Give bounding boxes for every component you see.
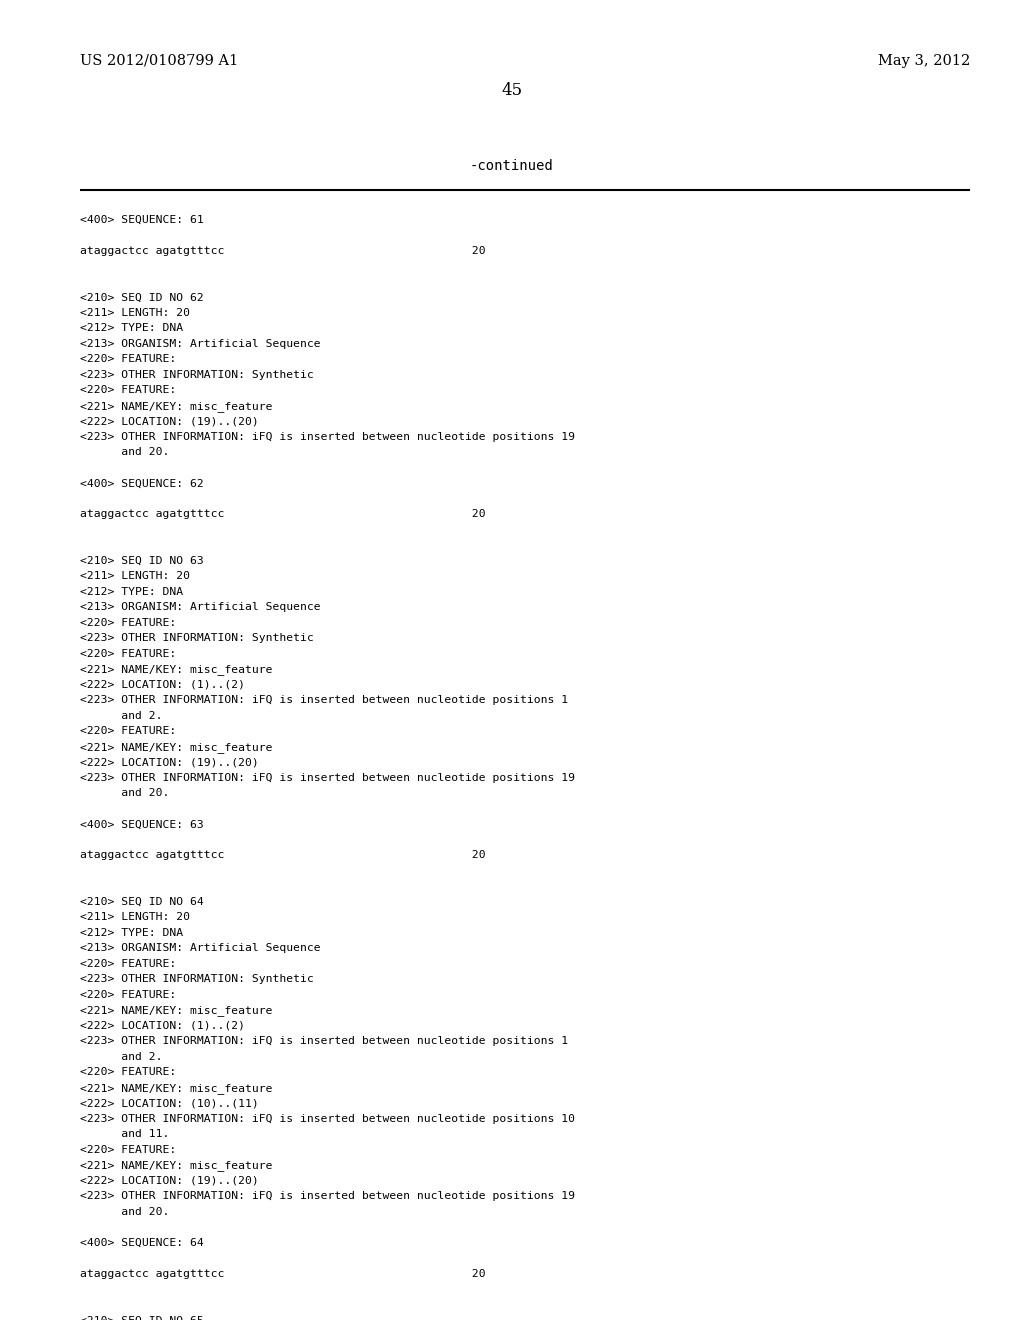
Text: <221> NAME/KEY: misc_feature: <221> NAME/KEY: misc_feature — [80, 1160, 272, 1171]
Text: <212> TYPE: DNA: <212> TYPE: DNA — [80, 323, 183, 334]
Text: <220> FEATURE:: <220> FEATURE: — [80, 1144, 176, 1155]
Text: and 20.: and 20. — [80, 1206, 169, 1217]
Text: <223> OTHER INFORMATION: Synthetic: <223> OTHER INFORMATION: Synthetic — [80, 974, 313, 985]
Text: <400> SEQUENCE: 64: <400> SEQUENCE: 64 — [80, 1238, 204, 1247]
Text: <222> LOCATION: (19)..(20): <222> LOCATION: (19)..(20) — [80, 1176, 259, 1185]
Text: <222> LOCATION: (1)..(2): <222> LOCATION: (1)..(2) — [80, 680, 245, 690]
Text: <212> TYPE: DNA: <212> TYPE: DNA — [80, 928, 183, 939]
Text: ataggactcc agatgtttcc                                    20: ataggactcc agatgtttcc 20 — [80, 246, 485, 256]
Text: <213> ORGANISM: Artificial Sequence: <213> ORGANISM: Artificial Sequence — [80, 944, 321, 953]
Text: US 2012/0108799 A1: US 2012/0108799 A1 — [80, 54, 239, 69]
Text: 45: 45 — [502, 82, 522, 99]
Text: <223> OTHER INFORMATION: iFQ is inserted between nucleotide positions 19: <223> OTHER INFORMATION: iFQ is inserted… — [80, 1192, 575, 1201]
Text: <211> LENGTH: 20: <211> LENGTH: 20 — [80, 308, 190, 318]
Text: <220> FEATURE:: <220> FEATURE: — [80, 726, 176, 737]
Text: <222> LOCATION: (10)..(11): <222> LOCATION: (10)..(11) — [80, 1098, 259, 1109]
Text: <221> NAME/KEY: misc_feature: <221> NAME/KEY: misc_feature — [80, 1082, 272, 1094]
Text: <221> NAME/KEY: misc_feature: <221> NAME/KEY: misc_feature — [80, 401, 272, 412]
Text: <400> SEQUENCE: 63: <400> SEQUENCE: 63 — [80, 820, 204, 829]
Text: <400> SEQUENCE: 61: <400> SEQUENCE: 61 — [80, 215, 204, 224]
Text: <211> LENGTH: 20: <211> LENGTH: 20 — [80, 572, 190, 582]
Text: and 11.: and 11. — [80, 1130, 169, 1139]
Text: <223> OTHER INFORMATION: iFQ is inserted between nucleotide positions 19: <223> OTHER INFORMATION: iFQ is inserted… — [80, 774, 575, 783]
Text: <220> FEATURE:: <220> FEATURE: — [80, 1068, 176, 1077]
Text: <220> FEATURE:: <220> FEATURE: — [80, 355, 176, 364]
Text: -continued: -continued — [470, 158, 554, 173]
Text: <220> FEATURE:: <220> FEATURE: — [80, 990, 176, 1001]
Text: <220> FEATURE:: <220> FEATURE: — [80, 618, 176, 628]
Text: <213> ORGANISM: Artificial Sequence: <213> ORGANISM: Artificial Sequence — [80, 339, 321, 348]
Text: <223> OTHER INFORMATION: iFQ is inserted between nucleotide positions 1: <223> OTHER INFORMATION: iFQ is inserted… — [80, 1036, 568, 1047]
Text: <210> SEQ ID NO 63: <210> SEQ ID NO 63 — [80, 556, 204, 566]
Text: and 20.: and 20. — [80, 447, 169, 458]
Text: <210> SEQ ID NO 65: <210> SEQ ID NO 65 — [80, 1316, 204, 1320]
Text: <223> OTHER INFORMATION: iFQ is inserted between nucleotide positions 10: <223> OTHER INFORMATION: iFQ is inserted… — [80, 1114, 575, 1125]
Text: and 2.: and 2. — [80, 711, 163, 721]
Text: and 20.: and 20. — [80, 788, 169, 799]
Text: <400> SEQUENCE: 62: <400> SEQUENCE: 62 — [80, 478, 204, 488]
Text: <221> NAME/KEY: misc_feature: <221> NAME/KEY: misc_feature — [80, 742, 272, 752]
Text: <223> OTHER INFORMATION: Synthetic: <223> OTHER INFORMATION: Synthetic — [80, 370, 313, 380]
Text: <221> NAME/KEY: misc_feature: <221> NAME/KEY: misc_feature — [80, 1006, 272, 1016]
Text: <210> SEQ ID NO 62: <210> SEQ ID NO 62 — [80, 293, 204, 302]
Text: <212> TYPE: DNA: <212> TYPE: DNA — [80, 587, 183, 597]
Text: ataggactcc agatgtttcc                                    20: ataggactcc agatgtttcc 20 — [80, 1269, 485, 1279]
Text: <223> OTHER INFORMATION: Synthetic: <223> OTHER INFORMATION: Synthetic — [80, 634, 313, 643]
Text: <213> ORGANISM: Artificial Sequence: <213> ORGANISM: Artificial Sequence — [80, 602, 321, 612]
Text: ataggactcc agatgtttcc                                    20: ataggactcc agatgtttcc 20 — [80, 850, 485, 861]
Text: <222> LOCATION: (19)..(20): <222> LOCATION: (19)..(20) — [80, 758, 259, 767]
Text: <223> OTHER INFORMATION: iFQ is inserted between nucleotide positions 19: <223> OTHER INFORMATION: iFQ is inserted… — [80, 432, 575, 442]
Text: <221> NAME/KEY: misc_feature: <221> NAME/KEY: misc_feature — [80, 664, 272, 676]
Text: <220> FEATURE:: <220> FEATURE: — [80, 649, 176, 659]
Text: May 3, 2012: May 3, 2012 — [878, 54, 970, 69]
Text: <223> OTHER INFORMATION: iFQ is inserted between nucleotide positions 1: <223> OTHER INFORMATION: iFQ is inserted… — [80, 696, 568, 705]
Text: and 2.: and 2. — [80, 1052, 163, 1063]
Text: ataggactcc agatgtttcc                                    20: ataggactcc agatgtttcc 20 — [80, 510, 485, 520]
Text: <222> LOCATION: (1)..(2): <222> LOCATION: (1)..(2) — [80, 1020, 245, 1031]
Text: <222> LOCATION: (19)..(20): <222> LOCATION: (19)..(20) — [80, 417, 259, 426]
Text: <210> SEQ ID NO 64: <210> SEQ ID NO 64 — [80, 898, 204, 907]
Text: <220> FEATURE:: <220> FEATURE: — [80, 385, 176, 396]
Text: <220> FEATURE:: <220> FEATURE: — [80, 960, 176, 969]
Text: <211> LENGTH: 20: <211> LENGTH: 20 — [80, 912, 190, 923]
